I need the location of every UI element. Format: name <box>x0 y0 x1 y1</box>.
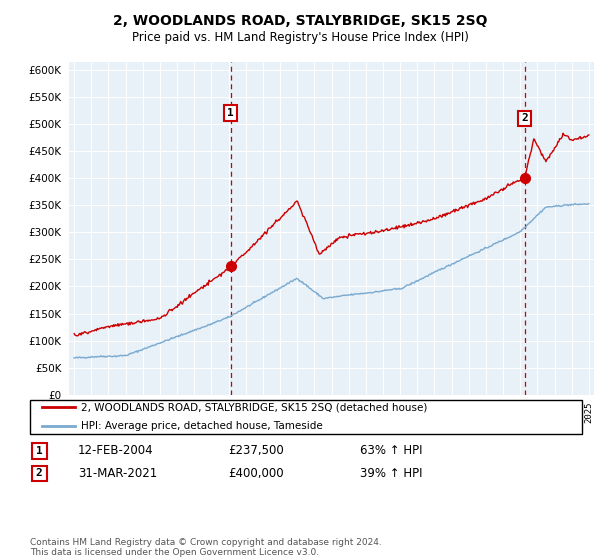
Text: 63% ↑ HPI: 63% ↑ HPI <box>360 444 422 458</box>
Text: 2, WOODLANDS ROAD, STALYBRIDGE, SK15 2SQ: 2, WOODLANDS ROAD, STALYBRIDGE, SK15 2SQ <box>113 14 487 28</box>
Text: 1: 1 <box>227 108 234 118</box>
Text: 31-MAR-2021: 31-MAR-2021 <box>78 466 157 480</box>
Text: £400,000: £400,000 <box>228 466 284 480</box>
Text: 2: 2 <box>521 114 528 124</box>
Text: Price paid vs. HM Land Registry's House Price Index (HPI): Price paid vs. HM Land Registry's House … <box>131 31 469 44</box>
Text: Contains HM Land Registry data © Crown copyright and database right 2024.
This d: Contains HM Land Registry data © Crown c… <box>30 538 382 557</box>
Text: £237,500: £237,500 <box>228 444 284 458</box>
Text: HPI: Average price, detached house, Tameside: HPI: Average price, detached house, Tame… <box>81 421 323 431</box>
Text: 12-FEB-2004: 12-FEB-2004 <box>78 444 154 458</box>
Text: 2: 2 <box>35 468 43 478</box>
Text: 2, WOODLANDS ROAD, STALYBRIDGE, SK15 2SQ (detached house): 2, WOODLANDS ROAD, STALYBRIDGE, SK15 2SQ… <box>81 402 427 412</box>
Text: 39% ↑ HPI: 39% ↑ HPI <box>360 466 422 480</box>
Text: 1: 1 <box>35 446 43 456</box>
